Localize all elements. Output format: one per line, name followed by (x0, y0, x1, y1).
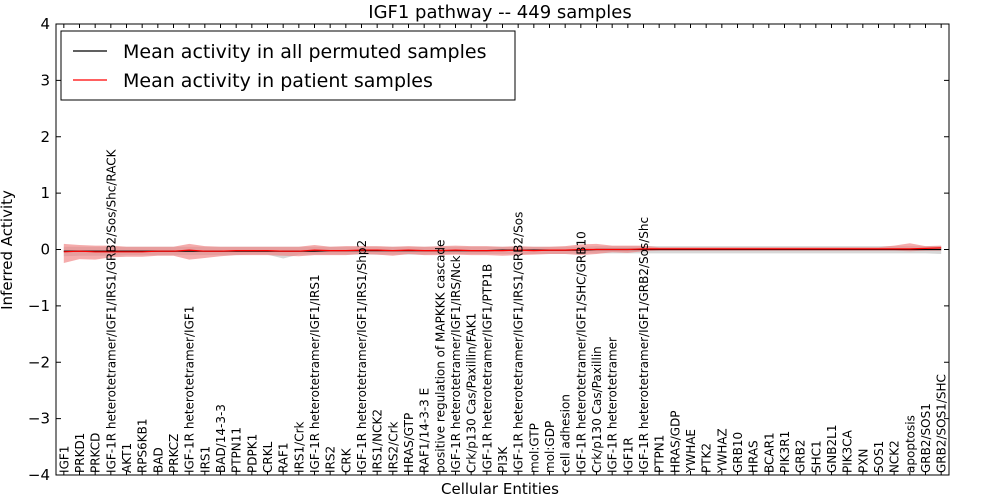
x-tick-label: IGF1R (621, 437, 635, 473)
x-tick-label: HRAS (747, 440, 761, 473)
x-tick-label: IGF-1R heterotetramer/IGF1/IRS/Nck (449, 255, 463, 473)
y-tick-label: 4 (40, 15, 50, 33)
y-tick-label: 3 (40, 71, 50, 89)
x-tick-label: PTK2 (700, 443, 714, 473)
x-tick-label: PTPN1 (653, 435, 667, 473)
x-tick-label: IGF-1R heterotetramer/IGF1/SHC/GRB10 (574, 231, 588, 473)
x-tick-label: IGF-1R heterotetramer/IGF1/PTP1B (480, 264, 494, 473)
y-axis: −4 −3 −2 −1 0 1 2 3 4 (28, 15, 949, 484)
x-tick-label: mol:GDP (543, 421, 557, 473)
x-tick-label: IRS2 (324, 446, 338, 473)
y-tick-label: −3 (28, 410, 50, 428)
x-tick-label: IGF-1R heterotetramer/IGF1/IRS1/GRB2/Sos… (104, 148, 118, 473)
x-tick-label: AKT1 (120, 443, 134, 473)
x-tick-label: IGF-1R heterotetramer/IGF1/GRB2/Sos/Shc (637, 217, 651, 473)
x-tick-label: PI3K (496, 446, 510, 473)
y-tick-label: 2 (40, 128, 50, 146)
x-tick-labels: IGF1 PRKD1 PRKCD IGF-1R heterotetramer/IGF1… (57, 148, 948, 474)
x-tick-label: SHC1 (809, 440, 823, 473)
x-axis-label: Cellular Entities (441, 480, 559, 498)
x-tick-label: GNB2L1 (825, 425, 839, 473)
x-tick-label: BAD (151, 447, 165, 473)
x-tick-label: BAD/14-3-3 (214, 404, 228, 473)
y-tick-label: −4 (28, 466, 50, 484)
x-tick-label: mol:GTP (527, 423, 541, 473)
y-tick-label: 1 (40, 184, 50, 202)
x-tick-label: IGF-1R heterotetramer/IGF1 (183, 306, 197, 473)
line-patient (63, 247, 942, 253)
x-tick-label: PRKCZ (167, 434, 181, 473)
x-tick-label: IRS1/Crk (292, 421, 306, 472)
legend-box (60, 30, 516, 101)
x-tick-label: YWHAE (684, 429, 698, 474)
band-patient (63, 243, 942, 263)
x-tick-label: PIK3R1 (778, 431, 792, 473)
x-tick-label: GRB2 (794, 440, 808, 474)
x-tick-label: IGF-1R heterotetramer (606, 337, 620, 473)
x-tick-label: PRKD1 (73, 433, 87, 473)
x-tick-label: HRAS/GTP (402, 413, 416, 473)
x-tick-label: RAF1 (277, 442, 291, 473)
x-tick-label: GRB10 (731, 432, 745, 473)
activity-bands (63, 243, 942, 263)
x-tick-label: Crk/p130 Cas/Paxillin (590, 346, 604, 473)
x-tick-label: YWHAZ (715, 428, 729, 474)
y-tick-label: 0 (40, 241, 50, 259)
x-tick-label: NCK2 (888, 440, 902, 473)
y-tick-label: −1 (28, 297, 50, 315)
x-tick-label: positive regulation of MAPKKK cascade (433, 240, 447, 473)
chart-title: IGF1 pathway -- 449 samples (368, 2, 631, 23)
x-tick-label: RPS6KB1 (136, 418, 150, 473)
x-tick-label: RAF1/14-3-3 E (418, 388, 432, 473)
x-tick-label: IGF-1R heterotetramer/IGF1/IRS1 (308, 274, 322, 473)
x-tick-label: GRB2/SOS1/SHC (935, 374, 949, 473)
activity-lines (63, 247, 942, 253)
x-tick-label: PTPN11 (230, 427, 244, 473)
x-tick-label: PIK3CA (841, 429, 855, 473)
x-tick-label: GRB2/SOS1 (919, 403, 933, 473)
x-tick-label: apoptosis (903, 415, 917, 473)
x-tick-label: IRS1 (198, 446, 212, 473)
x-tick-label: PRKCD (89, 433, 103, 473)
x-tick-label: PDPK1 (245, 434, 259, 473)
legend-label-permuted: Mean activity in all permuted samples (123, 41, 486, 63)
y-axis-label: Inferred Activity (0, 190, 16, 310)
legend-label-patient: Mean activity in patient samples (123, 70, 433, 92)
y-tick-label: −2 (28, 353, 50, 371)
x-tick-label: Crk/p130 Cas/Paxillin/FAK1 (465, 313, 479, 473)
x-tick-label: IRS2/Crk (386, 421, 400, 472)
x-tick-label: IGF-1R heterotetramer/IGF1/IRS1/GRB2/Sos (512, 212, 526, 473)
x-tick-label: CRK (339, 447, 353, 473)
x-tick-label: BCAR1 (762, 432, 776, 473)
x-tick-label: IGF1 (57, 446, 71, 473)
x-tick-label: cell adhesion (559, 394, 573, 473)
x-ticks (63, 24, 942, 475)
x-tick-label: HRAS/GDP (668, 410, 682, 473)
x-tick-label: SOS1 (872, 441, 886, 473)
x-tick-label: IRS1/NCK2 (371, 409, 385, 473)
legend: Mean activity in all permuted samples Me… (60, 30, 516, 101)
x-tick-label: CRKL (261, 441, 275, 473)
x-tick-label: IGF-1R heterotetramer/IGF1/IRS1/Shp2 (355, 240, 369, 473)
x-tick-label: PXN (856, 449, 870, 473)
